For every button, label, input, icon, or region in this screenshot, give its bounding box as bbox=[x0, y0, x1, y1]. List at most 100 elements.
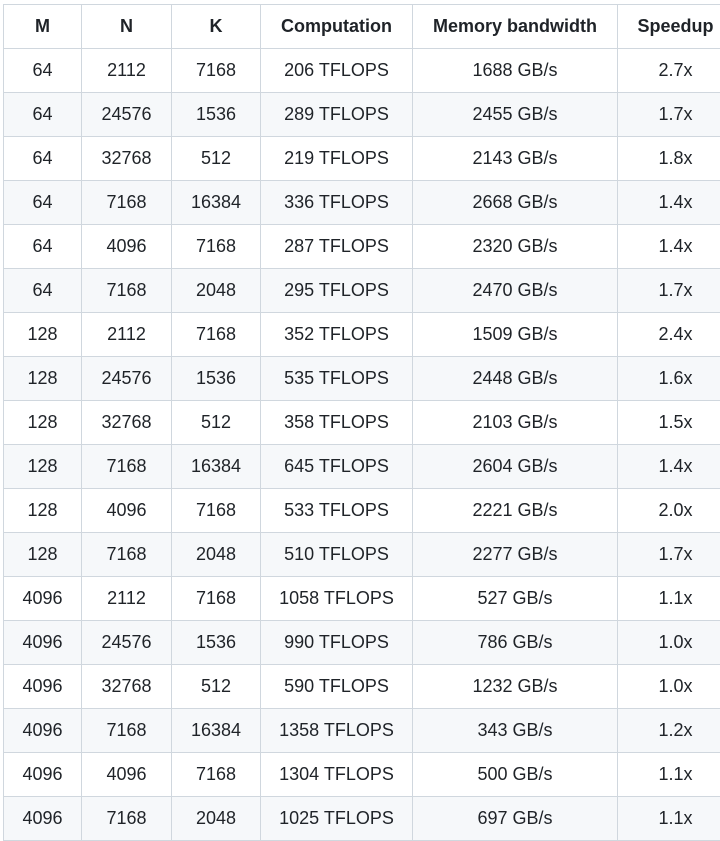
cell-k: 1536 bbox=[172, 357, 261, 401]
cell-m: 4096 bbox=[4, 577, 82, 621]
cell-computation: 1358 TFLOPS bbox=[261, 709, 413, 753]
cell-computation: 352 TFLOPS bbox=[261, 313, 413, 357]
cell-n: 24576 bbox=[82, 93, 172, 137]
cell-computation: 295 TFLOPS bbox=[261, 269, 413, 313]
header-m: M bbox=[4, 5, 82, 49]
cell-m: 4096 bbox=[4, 753, 82, 797]
cell-k: 1536 bbox=[172, 621, 261, 665]
cell-computation: 533 TFLOPS bbox=[261, 489, 413, 533]
cell-speedup: 1.0x bbox=[618, 621, 720, 665]
cell-k: 7168 bbox=[172, 225, 261, 269]
cell-speedup: 1.8x bbox=[618, 137, 720, 181]
cell-speedup: 2.7x bbox=[618, 49, 720, 93]
cell-k: 512 bbox=[172, 401, 261, 445]
cell-speedup: 1.1x bbox=[618, 797, 720, 841]
cell-k: 2048 bbox=[172, 797, 261, 841]
cell-n: 32768 bbox=[82, 401, 172, 445]
cell-speedup: 1.4x bbox=[618, 445, 720, 489]
cell-n: 7168 bbox=[82, 445, 172, 489]
cell-m: 128 bbox=[4, 401, 82, 445]
benchmark-table: M N K Computation Memory bandwidth Speed… bbox=[3, 4, 720, 841]
cell-n: 2112 bbox=[82, 577, 172, 621]
cell-m: 128 bbox=[4, 533, 82, 577]
cell-memory-bandwidth: 2604 GB/s bbox=[413, 445, 618, 489]
cell-k: 7168 bbox=[172, 577, 261, 621]
cell-m: 64 bbox=[4, 225, 82, 269]
cell-speedup: 1.7x bbox=[618, 93, 720, 137]
cell-computation: 645 TFLOPS bbox=[261, 445, 413, 489]
header-k: K bbox=[172, 5, 261, 49]
cell-computation: 287 TFLOPS bbox=[261, 225, 413, 269]
cell-computation: 1058 TFLOPS bbox=[261, 577, 413, 621]
header-speedup: Speedup bbox=[618, 5, 720, 49]
cell-k: 16384 bbox=[172, 445, 261, 489]
cell-m: 64 bbox=[4, 93, 82, 137]
header-row: M N K Computation Memory bandwidth Speed… bbox=[4, 5, 720, 49]
cell-memory-bandwidth: 2320 GB/s bbox=[413, 225, 618, 269]
cell-n: 4096 bbox=[82, 225, 172, 269]
cell-m: 4096 bbox=[4, 665, 82, 709]
cell-computation: 510 TFLOPS bbox=[261, 533, 413, 577]
cell-m: 128 bbox=[4, 357, 82, 401]
cell-n: 7168 bbox=[82, 533, 172, 577]
cell-k: 2048 bbox=[172, 533, 261, 577]
cell-computation: 358 TFLOPS bbox=[261, 401, 413, 445]
cell-n: 32768 bbox=[82, 665, 172, 709]
cell-m: 4096 bbox=[4, 621, 82, 665]
cell-k: 7168 bbox=[172, 753, 261, 797]
cell-memory-bandwidth: 2448 GB/s bbox=[413, 357, 618, 401]
cell-computation: 206 TFLOPS bbox=[261, 49, 413, 93]
cell-memory-bandwidth: 1509 GB/s bbox=[413, 313, 618, 357]
cell-computation: 1304 TFLOPS bbox=[261, 753, 413, 797]
cell-n: 2112 bbox=[82, 313, 172, 357]
cell-memory-bandwidth: 2668 GB/s bbox=[413, 181, 618, 225]
cell-k: 2048 bbox=[172, 269, 261, 313]
table-header: M N K Computation Memory bandwidth Speed… bbox=[4, 5, 720, 49]
cell-memory-bandwidth: 2143 GB/s bbox=[413, 137, 618, 181]
cell-memory-bandwidth: 2455 GB/s bbox=[413, 93, 618, 137]
cell-n: 4096 bbox=[82, 489, 172, 533]
cell-speedup: 2.0x bbox=[618, 489, 720, 533]
cell-memory-bandwidth: 786 GB/s bbox=[413, 621, 618, 665]
header-memory-bandwidth: Memory bandwidth bbox=[413, 5, 618, 49]
cell-k: 7168 bbox=[172, 489, 261, 533]
cell-k: 7168 bbox=[172, 313, 261, 357]
cell-speedup: 2.4x bbox=[618, 313, 720, 357]
cell-speedup: 1.5x bbox=[618, 401, 720, 445]
cell-speedup: 1.1x bbox=[618, 577, 720, 621]
cell-k: 16384 bbox=[172, 709, 261, 753]
cell-memory-bandwidth: 500 GB/s bbox=[413, 753, 618, 797]
cell-memory-bandwidth: 2277 GB/s bbox=[413, 533, 618, 577]
cell-speedup: 1.1x bbox=[618, 753, 720, 797]
cell-memory-bandwidth: 1232 GB/s bbox=[413, 665, 618, 709]
cell-speedup: 1.4x bbox=[618, 225, 720, 269]
header-computation: Computation bbox=[261, 5, 413, 49]
cell-k: 512 bbox=[172, 137, 261, 181]
cell-m: 128 bbox=[4, 313, 82, 357]
cell-speedup: 1.7x bbox=[618, 269, 720, 313]
cell-m: 128 bbox=[4, 445, 82, 489]
cell-memory-bandwidth: 343 GB/s bbox=[413, 709, 618, 753]
cell-m: 64 bbox=[4, 49, 82, 93]
cell-memory-bandwidth: 527 GB/s bbox=[413, 577, 618, 621]
cell-m: 4096 bbox=[4, 797, 82, 841]
cell-n: 7168 bbox=[82, 181, 172, 225]
cell-speedup: 1.7x bbox=[618, 533, 720, 577]
cell-computation: 289 TFLOPS bbox=[261, 93, 413, 137]
cell-memory-bandwidth: 1688 GB/s bbox=[413, 49, 618, 93]
